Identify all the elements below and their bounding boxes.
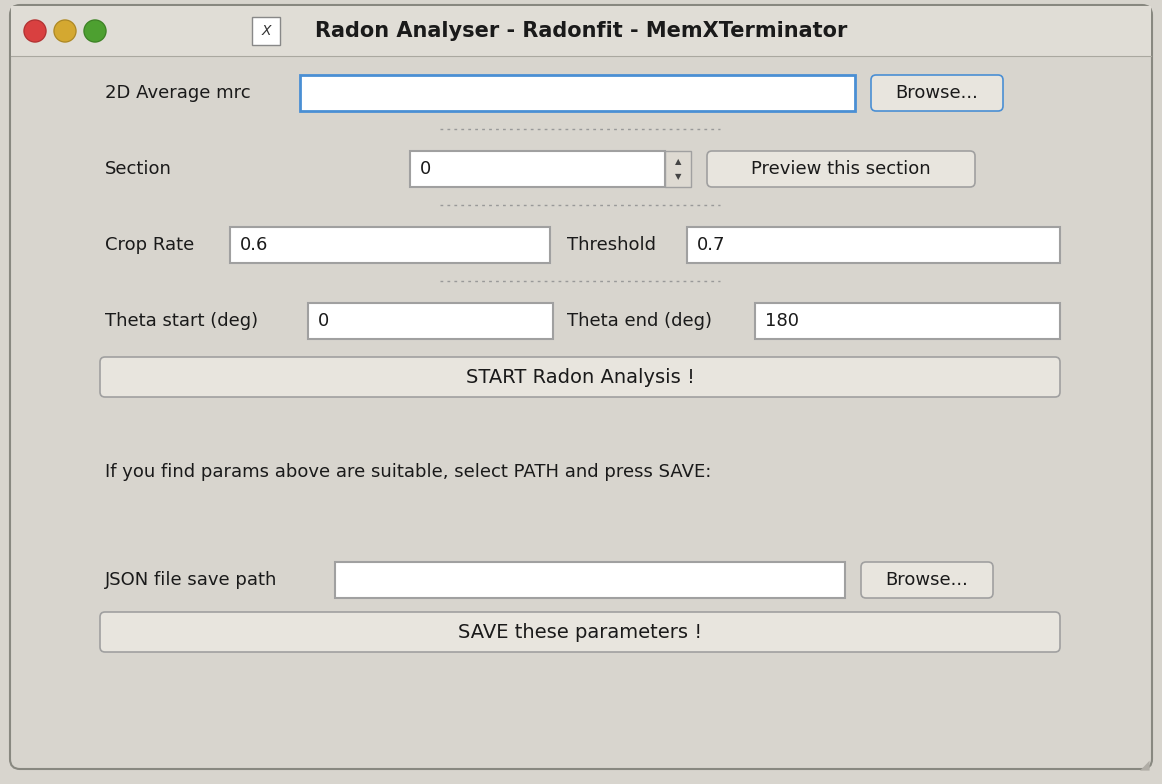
Text: START Radon Analysis !: START Radon Analysis !	[466, 368, 695, 387]
Bar	[755, 303, 1060, 339]
Bar	[230, 227, 550, 263]
Text: 0.7: 0.7	[697, 236, 725, 254]
Bar	[410, 151, 665, 187]
Bar	[10, 6, 1152, 56]
Text: SAVE these parameters !: SAVE these parameters !	[458, 622, 702, 641]
Text: ▲: ▲	[675, 157, 681, 165]
Text: 2D Average mrc: 2D Average mrc	[105, 84, 251, 102]
Text: Theta start (deg): Theta start (deg)	[105, 312, 258, 330]
Text: 180: 180	[765, 312, 799, 330]
FancyBboxPatch shape	[100, 357, 1060, 397]
Text: ◢: ◢	[1140, 758, 1150, 771]
Text: 0: 0	[419, 160, 431, 178]
FancyBboxPatch shape	[861, 562, 994, 598]
Bar	[335, 562, 845, 598]
Text: Section: Section	[105, 160, 172, 178]
Text: Browse...: Browse...	[896, 84, 978, 102]
Text: If you find params above are suitable, select PATH and press SAVE:: If you find params above are suitable, s…	[105, 463, 711, 481]
FancyBboxPatch shape	[872, 75, 1003, 111]
Text: Preview this section: Preview this section	[751, 160, 931, 178]
Circle shape	[53, 20, 76, 42]
Bar	[300, 75, 855, 111]
Text: Crop Rate: Crop Rate	[105, 236, 194, 254]
Bar	[687, 227, 1060, 263]
Bar	[252, 17, 280, 45]
Bar	[308, 303, 553, 339]
FancyBboxPatch shape	[100, 612, 1060, 652]
Text: Browse...: Browse...	[885, 571, 968, 589]
Text: Threshold: Threshold	[567, 236, 657, 254]
Circle shape	[24, 20, 46, 42]
FancyBboxPatch shape	[706, 151, 975, 187]
FancyBboxPatch shape	[10, 5, 1152, 769]
Circle shape	[84, 20, 106, 42]
Text: X: X	[261, 24, 271, 38]
Text: JSON file save path: JSON file save path	[105, 571, 278, 589]
Text: Radon Analyser - Radonfit - MemXTerminator: Radon Analyser - Radonfit - MemXTerminat…	[315, 21, 847, 41]
Text: 0: 0	[318, 312, 329, 330]
Text: 0.6: 0.6	[241, 236, 268, 254]
Text: ▼: ▼	[675, 172, 681, 181]
Bar	[665, 151, 691, 187]
Text: Theta end (deg): Theta end (deg)	[567, 312, 712, 330]
